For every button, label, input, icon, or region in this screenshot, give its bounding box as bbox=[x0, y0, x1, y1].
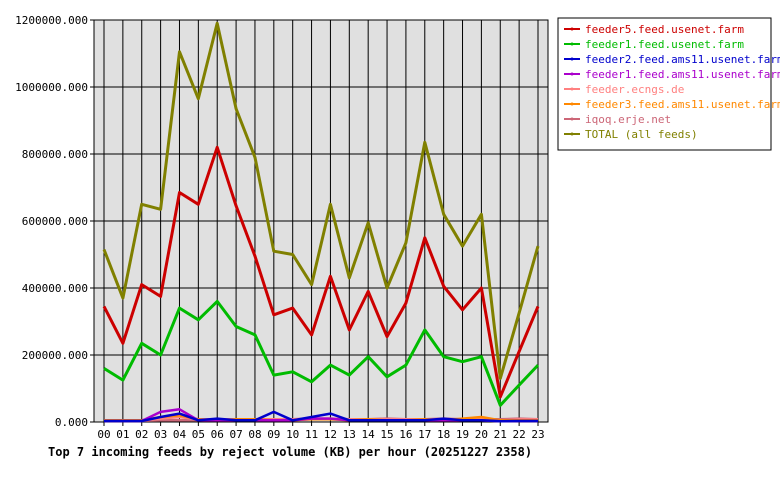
x-tick-label: 13 bbox=[343, 428, 356, 441]
x-tick-label: 15 bbox=[380, 428, 393, 441]
y-tick-label: 400000.000 bbox=[22, 282, 88, 295]
x-tick-label: 19 bbox=[456, 428, 469, 441]
x-tick-label: 14 bbox=[362, 428, 376, 441]
legend-entry: feeder5.feed.usenet.farm bbox=[585, 23, 744, 36]
x-tick-label: 05 bbox=[192, 428, 205, 441]
series-lines bbox=[102, 21, 540, 423]
x-tick-label: 06 bbox=[211, 428, 224, 441]
x-tick-label: 04 bbox=[173, 428, 187, 441]
series-line-feeder5-feed-usenet-farm bbox=[102, 145, 540, 399]
y-tick-label: 600000.000 bbox=[22, 215, 88, 228]
x-tick-label: 10 bbox=[286, 428, 299, 441]
series-line-feeder1-feed-usenet-farm bbox=[103, 299, 540, 407]
x-tick-label: 17 bbox=[418, 428, 431, 441]
legend-entry: iqoq.erje.net bbox=[585, 113, 671, 126]
x-tick-label: 20 bbox=[475, 428, 488, 441]
x-tick-label: 07 bbox=[229, 428, 242, 441]
legend-entry: feeder3.feed.ams11.usenet.farm bbox=[585, 98, 780, 111]
x-tick-label: 22 bbox=[513, 428, 526, 441]
legend-entry: feeder2.feed.ams11.usenet.farm bbox=[585, 53, 780, 66]
y-tick-labels: 0.000 200000.000 400000.000 600000.000 80000… bbox=[15, 14, 88, 429]
x-tick-label: 01 bbox=[116, 428, 129, 441]
x-tick-label: 02 bbox=[135, 428, 148, 441]
plot-frame bbox=[93, 19, 549, 423]
series-line-total-all-feeds- bbox=[102, 21, 540, 380]
legend-marker bbox=[570, 57, 574, 61]
legend-entry: feeder.ecngs.de bbox=[585, 83, 684, 96]
legend-marker bbox=[570, 42, 574, 46]
x-tick-label: 18 bbox=[437, 428, 450, 441]
x-tick-label: 03 bbox=[154, 428, 167, 441]
axes bbox=[90, 19, 549, 426]
x-tick-label: 23 bbox=[531, 428, 544, 441]
legend-marker bbox=[570, 117, 574, 121]
series-line-feeder2-feed-ams11-usenet-farm bbox=[104, 410, 538, 423]
y-tick-label: 800000.000 bbox=[22, 148, 88, 161]
legend-marker bbox=[570, 132, 574, 136]
x-tick-label: 12 bbox=[324, 428, 337, 441]
legend-marker bbox=[570, 87, 574, 91]
x-tick-label: 11 bbox=[305, 428, 318, 441]
y-tick-label: 0.000 bbox=[55, 416, 88, 429]
x-tick-label: 16 bbox=[399, 428, 412, 441]
legend-box bbox=[557, 17, 772, 151]
y-tick-label: 200000.000 bbox=[22, 349, 88, 362]
y-tick-label: 1000000.000 bbox=[15, 81, 88, 94]
legend: feeder5.feed.usenet.farm feeder1.feed.use… bbox=[557, 17, 780, 151]
x-tick-labels: 00 01 02 03 04 05 06 07 08 09 10 11 12 13 14 15 16 17 18 19… bbox=[97, 428, 544, 441]
y-tick-label: 1200000.000 bbox=[15, 14, 88, 27]
x-tick-label: 08 bbox=[248, 428, 261, 441]
legend-marker bbox=[570, 102, 574, 106]
legend-entry: feeder1.feed.ams11.usenet.farm bbox=[585, 68, 780, 81]
chart-caption: Top 7 incoming feeds by reject volume (K… bbox=[48, 445, 532, 459]
x-tick-label: 00 bbox=[97, 428, 110, 441]
legend-marker bbox=[570, 72, 574, 76]
x-tick-label: 21 bbox=[494, 428, 507, 441]
x-tick-label: 09 bbox=[267, 428, 280, 441]
legend-entry: TOTAL (all feeds) bbox=[585, 128, 698, 141]
legend-marker bbox=[570, 27, 574, 31]
legend-entry: feeder1.feed.usenet.farm bbox=[585, 38, 744, 51]
